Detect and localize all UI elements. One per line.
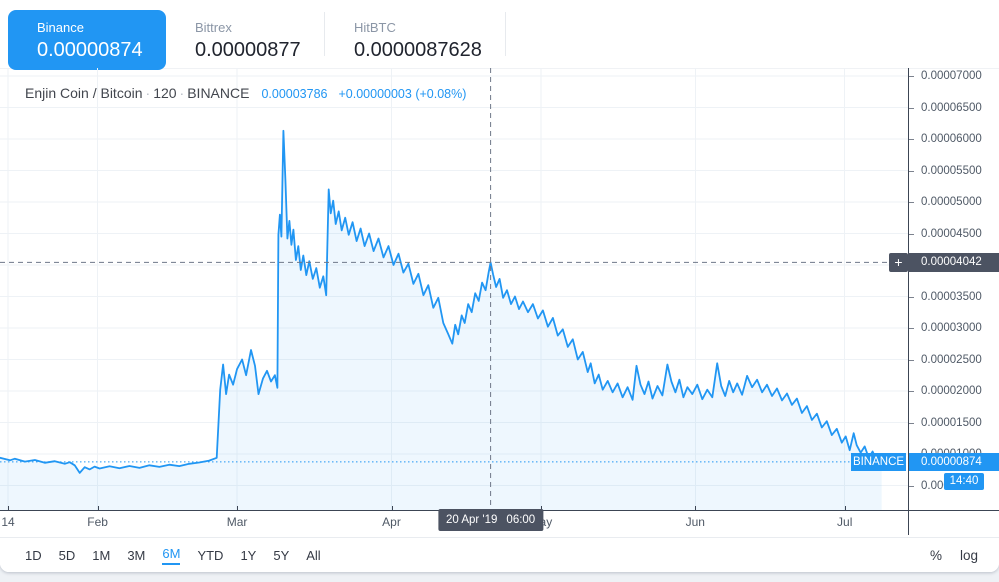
- range-button-6m[interactable]: 6M: [162, 546, 181, 565]
- price-tick: [908, 170, 914, 172]
- exchange-tab-bar: Binance 0.00000874 Bittrex 0.00000877 HitBTC…: [0, 0, 999, 70]
- date-axis-label: Jul: [837, 515, 853, 529]
- price-line-exchange-badge: BINANCE: [851, 452, 906, 471]
- date-axis-label: Feb: [87, 515, 108, 529]
- tab-divider: [324, 12, 325, 56]
- exchange-tab-name: Binance: [37, 20, 84, 35]
- price-tick: [908, 139, 914, 140]
- symbol-title: Enjin Coin / Bitcoin · 120 · BINANCE: [25, 85, 250, 101]
- range-button-1d[interactable]: 1D: [25, 547, 42, 563]
- date-tick: [695, 506, 697, 510]
- crosshair-date-label: 20 Apr '19 06:00: [437, 509, 544, 531]
- price-axis[interactable]: 0.00007000 0.00006500 0.00006000 0.00005500…: [908, 0, 999, 535]
- exchange-tab-price: 0.00000874: [37, 39, 143, 61]
- price-tick: [908, 485, 914, 487]
- crosshair-add-alert-button[interactable]: +: [889, 252, 908, 272]
- range-button-5y[interactable]: 5Y: [273, 547, 290, 563]
- log-scale-button[interactable]: log: [959, 547, 978, 563]
- date-axis-label: Apr: [382, 515, 401, 529]
- date-axis-label: 14: [1, 515, 15, 529]
- range-button-1y[interactable]: 1Y: [240, 547, 257, 563]
- price-chart-plot[interactable]: [0, 68, 908, 510]
- price-tick: [908, 359, 914, 361]
- tab-divider: [505, 12, 506, 56]
- range-button-ytd[interactable]: YTD: [197, 547, 224, 563]
- exchange-tab-hitbtc[interactable]: HitBTC 0.0000087628: [325, 0, 506, 68]
- range-button-1m[interactable]: 1M: [92, 547, 111, 563]
- exchange-label: BINANCE: [187, 85, 250, 101]
- price-axis-border: [908, 68, 909, 535]
- range-selector: 1D 5D 1M 3M 6M YTD 1Y 5Y All: [25, 538, 321, 572]
- price-axis-label: 0.00002000: [921, 385, 982, 397]
- price-axis-label: 0.00004500: [921, 227, 982, 240]
- price-axis-label: 0.00006000: [921, 133, 982, 145]
- date-tick: [844, 506, 846, 510]
- price-tick: [908, 422, 914, 424]
- date-tick: [237, 506, 239, 510]
- date-tick: [97, 506, 99, 510]
- quote-readout: 0.00003786 +0.00000003 (+0.08%): [261, 87, 466, 101]
- price-tick: [908, 328, 914, 329]
- price-axis-label: 0.00005500: [921, 164, 982, 177]
- price-change: +0.00000003 (+0.08%): [338, 87, 467, 101]
- price-axis-label: 0.00003500: [921, 290, 982, 303]
- interval-label: 120: [153, 85, 177, 101]
- price-tick: [908, 202, 914, 203]
- price-axis-label: 0.00006500: [921, 101, 982, 114]
- price-tick: [908, 76, 914, 77]
- current-price-label: 0.00000874: [908, 452, 999, 471]
- date-axis-label: Jun: [685, 515, 705, 529]
- exchange-tab-bittrex[interactable]: Bittrex 0.00000877: [166, 0, 325, 68]
- separator-dot: ·: [145, 85, 151, 101]
- bar-countdown-badge: 14:40: [944, 472, 984, 490]
- range-button-all[interactable]: All: [306, 547, 321, 563]
- price-axis-label: 0.00001500: [921, 416, 982, 429]
- percent-scale-button[interactable]: %: [929, 547, 942, 563]
- date-axis-label: Mar: [226, 515, 248, 529]
- crosshair-price-label: 0.00004042: [908, 252, 999, 272]
- price-axis-label: 0.00002500: [921, 353, 982, 366]
- price-tick: [908, 391, 914, 392]
- scale-controls: % log: [930, 538, 978, 572]
- date-tick: [391, 506, 393, 510]
- exchange-tab-binance[interactable]: Binance 0.00000874: [8, 10, 166, 70]
- crosshair-date: 20 Apr '19: [445, 514, 498, 526]
- bottom-toolbar: 1D 5D 1M 3M 6M YTD 1Y 5Y All % log: [0, 537, 999, 572]
- range-button-5d[interactable]: 5D: [58, 547, 76, 563]
- exchange-tab-price: 0.0000087628: [354, 39, 482, 61]
- separator-dot: ·: [179, 85, 185, 101]
- price-axis-label: 0.00007000: [921, 70, 982, 82]
- exchange-tab-name: HitBTC: [354, 20, 396, 35]
- date-tick: [8, 506, 9, 510]
- price-tick: [908, 296, 914, 298]
- chart-header: Enjin Coin / Bitcoin · 120 · BINANCE 0.00003…: [25, 85, 466, 101]
- exchange-tab-price: 0.00000877: [195, 39, 301, 61]
- exchange-tab-name: Bittrex: [195, 20, 232, 35]
- range-button-3m[interactable]: 3M: [127, 547, 146, 563]
- price-axis-label: 0.00003000: [921, 322, 982, 334]
- crosshair-time: 06:00: [506, 514, 536, 526]
- price-axis-label: 0.00005000: [921, 196, 982, 208]
- price-tick: [908, 107, 914, 109]
- price-tick: [908, 233, 914, 235]
- last-price: 0.00003786: [261, 87, 328, 101]
- date-tick: [540, 506, 542, 510]
